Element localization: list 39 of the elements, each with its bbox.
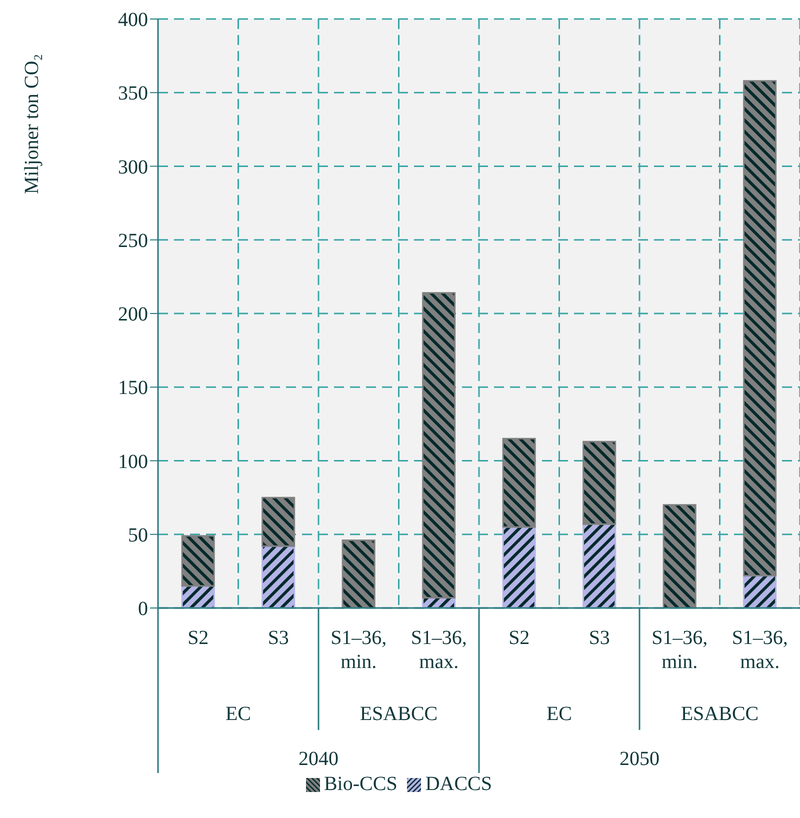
text: 2050 — [620, 748, 660, 770]
bar — [502, 438, 536, 528]
legend-label: DACCS — [425, 773, 492, 795]
text: ESABCC — [680, 703, 759, 725]
y-tick-label: 400 — [118, 9, 148, 32]
x-tick-label: S2 — [188, 627, 209, 649]
bar — [582, 440, 616, 525]
x-tick-label: S1–36, min. — [330, 627, 387, 673]
bar — [422, 292, 456, 598]
y-tick-label: 0 — [138, 598, 148, 620]
bar — [743, 80, 777, 576]
bar — [743, 574, 777, 608]
text: EC — [225, 703, 252, 725]
bar — [262, 496, 296, 547]
y-tick-label: 300 — [118, 156, 148, 178]
y-tick-label: 100 — [118, 450, 148, 473]
text: ESABCC — [360, 703, 438, 725]
y-tick-label: 50 — [128, 524, 148, 546]
x-tick-label: S1–36, max. — [732, 627, 788, 673]
x-tick-label: S1–36, min. — [652, 627, 708, 673]
x-tick-label: S1–36, max. — [410, 627, 467, 673]
text: 2040 — [298, 748, 338, 770]
x-tick-label: S2 — [508, 627, 530, 649]
bar — [181, 535, 215, 587]
bar — [502, 526, 536, 608]
legend-label: Bio-CCS — [324, 773, 398, 795]
bar — [262, 545, 296, 608]
y-axis-title: Miljoner ton CO₂ — [21, 54, 43, 194]
y-tick-label: 350 — [118, 82, 148, 105]
bar — [342, 540, 376, 608]
text: EC — [546, 703, 572, 725]
y-tick-label: 200 — [118, 304, 148, 326]
x-tick-label: S3 — [268, 627, 289, 649]
y-tick-label: 150 — [118, 377, 148, 400]
y-tick-label: 250 — [118, 230, 148, 252]
bar — [582, 523, 616, 608]
x-tick-label: S3 — [588, 627, 610, 649]
bar — [662, 504, 696, 608]
bar — [181, 585, 215, 608]
